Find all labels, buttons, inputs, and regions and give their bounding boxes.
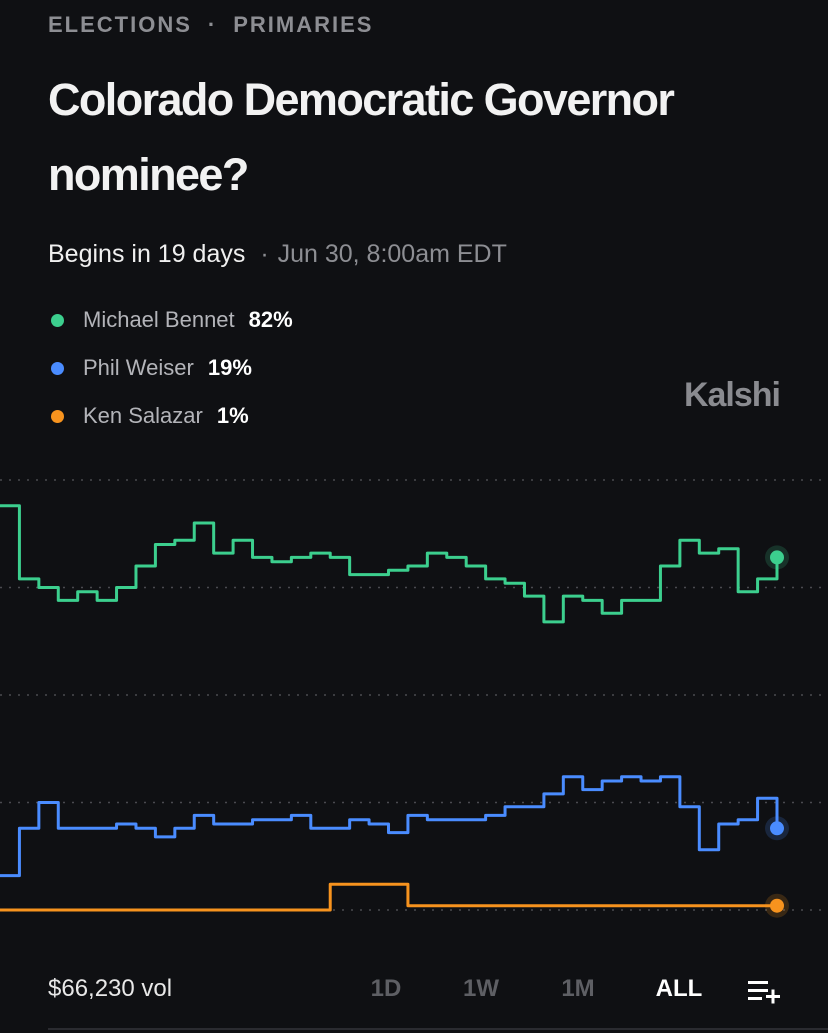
menu-icon[interactable]: [748, 978, 782, 1004]
legend-name: Phil Weiser: [83, 355, 194, 380]
range-tab[interactable]: ALL: [655, 975, 703, 1002]
date: Jun 30, 8:00am EDT: [277, 240, 507, 268]
legend-item: Phil Weiser 19%: [48, 344, 293, 392]
status: Begins in 19 days: [48, 240, 246, 268]
crumb[interactable]: PRIMARIES: [233, 12, 374, 37]
legend-dot: [51, 313, 64, 327]
end-dot: [770, 550, 784, 565]
range-tab[interactable]: 1W: [463, 975, 499, 1002]
icon-bar: [771, 989, 775, 1004]
series-line: [0, 504, 779, 624]
legend-value: 19%: [207, 355, 252, 380]
end-dot: [770, 821, 784, 836]
breadcrumb: ELECTIONS · PRIMARIES: [48, 12, 389, 38]
legend-value: 82%: [248, 307, 293, 332]
volume: $66,230 vol: [48, 975, 173, 1002]
end-dot: [770, 898, 784, 913]
separator: ·: [260, 240, 269, 268]
chart: [0, 479, 828, 918]
separator: ·: [207, 12, 218, 37]
series-line: [0, 882, 777, 912]
icon-bar: [748, 989, 768, 992]
range-tab[interactable]: 1M: [561, 975, 595, 1002]
icon-bar: [748, 981, 768, 984]
legend-dot: [51, 409, 64, 423]
series-line: [0, 775, 779, 878]
brand-logo: Kalshi: [683, 376, 781, 414]
title: Colorado Democratic Governor nominee?: [48, 74, 675, 200]
legend: Michael Bennet 82% Phil Weiser 19% Ken Salaz…: [48, 296, 293, 440]
crumb[interactable]: ELECTIONS: [48, 12, 192, 37]
range-tab[interactable]: 1D: [370, 975, 402, 1002]
legend-item: Ken Salazar 1%: [48, 392, 293, 440]
divider: [48, 1028, 828, 1030]
subtitle: Begins in 19 days · Jun 30, 8:00am EDT: [48, 240, 507, 269]
legend-item: Michael Bennet 82%: [48, 296, 293, 344]
icon-bar: [748, 997, 762, 1000]
legend-name: Ken Salazar: [83, 403, 203, 428]
legend-value: 1%: [216, 403, 249, 428]
legend-name: Michael Bennet: [83, 307, 235, 332]
legend-dot: [51, 361, 64, 375]
